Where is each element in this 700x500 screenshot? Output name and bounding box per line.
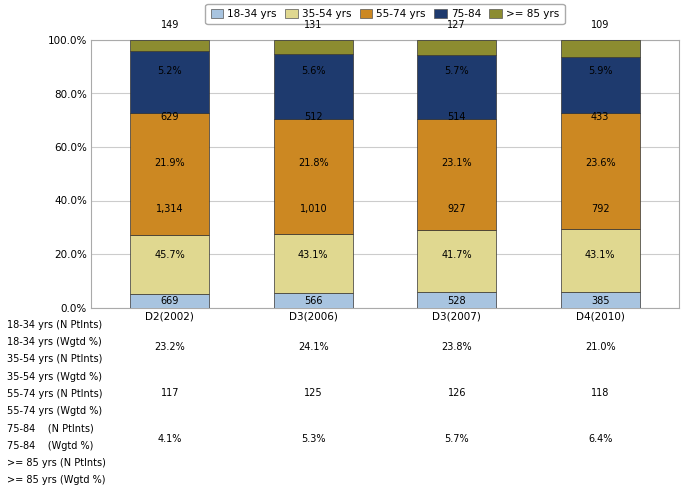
Text: 528: 528: [447, 296, 466, 306]
Text: 18-34 yrs (N Ptlnts): 18-34 yrs (N Ptlnts): [7, 320, 102, 330]
Text: 23.2%: 23.2%: [155, 342, 186, 352]
Bar: [417, 292, 496, 308]
Bar: [561, 228, 640, 292]
Text: >= 85 yrs (N Ptlnts): >= 85 yrs (N Ptlnts): [7, 458, 106, 468]
Text: 5.7%: 5.7%: [444, 66, 469, 76]
Bar: [417, 119, 496, 230]
Text: 117: 117: [160, 388, 179, 398]
Bar: [561, 57, 640, 114]
Bar: [274, 54, 353, 119]
Bar: [130, 113, 209, 235]
Bar: [130, 235, 209, 294]
Text: 385: 385: [591, 296, 610, 306]
Text: 512: 512: [304, 112, 323, 122]
Text: 514: 514: [447, 112, 466, 122]
Bar: [561, 40, 640, 57]
Text: 21.8%: 21.8%: [298, 158, 328, 168]
Text: 43.1%: 43.1%: [298, 250, 328, 260]
Text: 24.1%: 24.1%: [298, 342, 328, 352]
Bar: [130, 40, 209, 50]
Text: 75-84    (N Ptlnts): 75-84 (N Ptlnts): [7, 424, 94, 434]
Text: 18-34 yrs (Wgtd %): 18-34 yrs (Wgtd %): [7, 337, 101, 347]
Bar: [274, 40, 353, 54]
Text: 23.6%: 23.6%: [584, 158, 615, 168]
Bar: [274, 234, 353, 292]
Text: 35-54 yrs (N Ptlnts): 35-54 yrs (N Ptlnts): [7, 354, 102, 364]
Text: 131: 131: [304, 20, 323, 30]
Text: 126: 126: [447, 388, 466, 398]
Legend: 18-34 yrs, 35-54 yrs, 55-74 yrs, 75-84, >= 85 yrs: 18-34 yrs, 35-54 yrs, 55-74 yrs, 75-84, …: [206, 4, 564, 24]
Text: 109: 109: [591, 20, 609, 30]
Text: 433: 433: [591, 112, 609, 122]
Text: 5.3%: 5.3%: [301, 434, 326, 444]
Text: 21.0%: 21.0%: [584, 342, 615, 352]
Text: 118: 118: [591, 388, 609, 398]
Text: 1,314: 1,314: [156, 204, 183, 214]
Text: 149: 149: [161, 20, 179, 30]
Text: 23.8%: 23.8%: [442, 342, 472, 352]
Text: 127: 127: [447, 20, 466, 30]
Text: 566: 566: [304, 296, 323, 306]
Text: 23.1%: 23.1%: [442, 158, 472, 168]
Text: 55-74 yrs (N Ptlnts): 55-74 yrs (N Ptlnts): [7, 389, 102, 399]
Text: 21.9%: 21.9%: [155, 158, 186, 168]
Text: 75-84    (Wgtd %): 75-84 (Wgtd %): [7, 441, 93, 451]
Text: 41.7%: 41.7%: [442, 250, 472, 260]
Bar: [561, 292, 640, 308]
Text: 792: 792: [591, 204, 610, 214]
Text: 45.7%: 45.7%: [155, 250, 186, 260]
Text: 5.7%: 5.7%: [444, 434, 469, 444]
Text: 125: 125: [304, 388, 323, 398]
Bar: [417, 55, 496, 119]
Text: 4.1%: 4.1%: [158, 434, 182, 444]
Text: 55-74 yrs (Wgtd %): 55-74 yrs (Wgtd %): [7, 406, 102, 416]
Text: 1,010: 1,010: [300, 204, 327, 214]
Bar: [417, 40, 496, 55]
Text: 6.4%: 6.4%: [588, 434, 612, 444]
Text: 5.9%: 5.9%: [588, 66, 612, 76]
Text: 5.2%: 5.2%: [158, 66, 182, 76]
Text: 35-54 yrs (Wgtd %): 35-54 yrs (Wgtd %): [7, 372, 102, 382]
Text: 927: 927: [447, 204, 466, 214]
Text: 669: 669: [161, 296, 179, 306]
Text: 5.6%: 5.6%: [301, 66, 326, 76]
Bar: [417, 230, 496, 292]
Bar: [130, 294, 209, 308]
Bar: [561, 114, 640, 228]
Text: 629: 629: [160, 112, 179, 122]
Bar: [274, 119, 353, 234]
Bar: [130, 50, 209, 113]
Text: >= 85 yrs (Wgtd %): >= 85 yrs (Wgtd %): [7, 475, 106, 485]
Bar: [274, 292, 353, 308]
Text: 43.1%: 43.1%: [585, 250, 615, 260]
